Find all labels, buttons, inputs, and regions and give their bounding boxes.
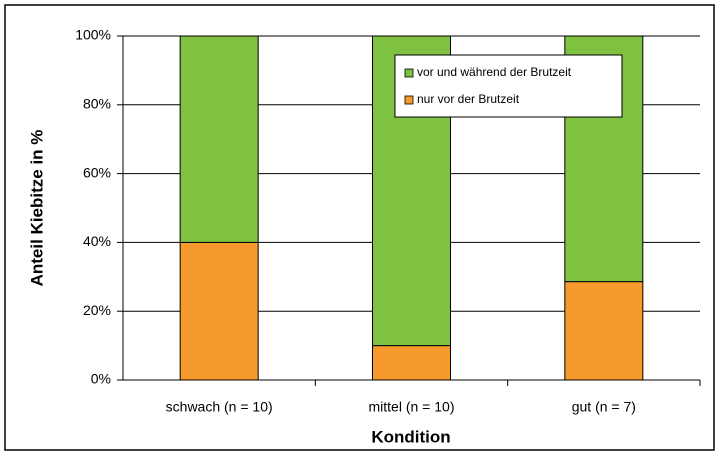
- legend-label: vor und während der Brutzeit: [417, 65, 572, 79]
- legend-swatch: [404, 95, 414, 105]
- y-tick-label: 80%: [83, 96, 111, 112]
- x-tick-label: schwach (n = 10): [166, 399, 273, 415]
- x-tick-label: mittel (n = 10): [369, 399, 455, 415]
- legend-box: [394, 54, 623, 118]
- bar-segment: [564, 281, 644, 381]
- legend-label: nur vor der Brutzeit: [417, 92, 520, 106]
- y-tick-label: 100%: [75, 27, 111, 43]
- bar-segment: [372, 345, 451, 381]
- x-axis-title: Kondition: [371, 427, 450, 446]
- y-tick-label: 0%: [91, 371, 111, 387]
- legend-swatch: [404, 68, 414, 78]
- bar-segment: [179, 241, 259, 381]
- y-axis-title: Anteil Kiebitze in %: [27, 130, 46, 287]
- y-tick-label: 60%: [83, 164, 111, 180]
- x-tick-label: gut (n = 7): [572, 399, 636, 415]
- bar-segment: [179, 35, 259, 243]
- y-tick-label: 20%: [83, 302, 111, 318]
- y-tick-label: 40%: [83, 233, 111, 249]
